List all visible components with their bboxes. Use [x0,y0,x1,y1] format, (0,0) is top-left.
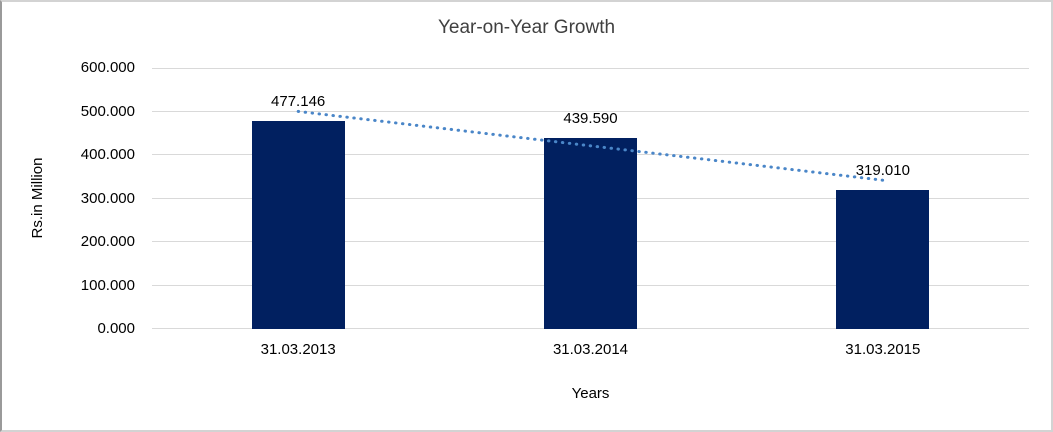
plot-area [152,68,1029,329]
y-axis-tick-label: 500.000 [80,102,135,120]
x-axis-title: Years [571,385,610,402]
y-axis-tick-label: 400.000 [80,146,135,163]
bar-data-label: 319.010 [855,162,910,180]
y-axis-tick-label: 0.000 [97,320,135,337]
y-axis-tick-label: 300.000 [80,189,135,207]
chart-title: Year-on-Year Growth [437,17,616,38]
bar-data-label: 477.146 [271,93,326,111]
y-axis-tick-label: 200.000 [80,233,135,250]
x-axis-category-label: 31.03.2013 [260,341,336,358]
x-axis-category-label: 31.03.2014 [552,341,629,358]
bar [544,137,637,329]
trendline-segment [296,109,885,182]
y-axis-tick-label: 600.000 [80,59,135,76]
bar [251,121,345,329]
y-axis-tick-label: 100.000 [80,276,135,294]
trendline [296,109,885,182]
gridline [152,68,1029,69]
bar-data-label: 439.590 [563,109,618,127]
x-axis-category-label: 31.03.2015 [845,341,921,358]
bar [836,190,930,329]
gridline [152,110,1029,112]
